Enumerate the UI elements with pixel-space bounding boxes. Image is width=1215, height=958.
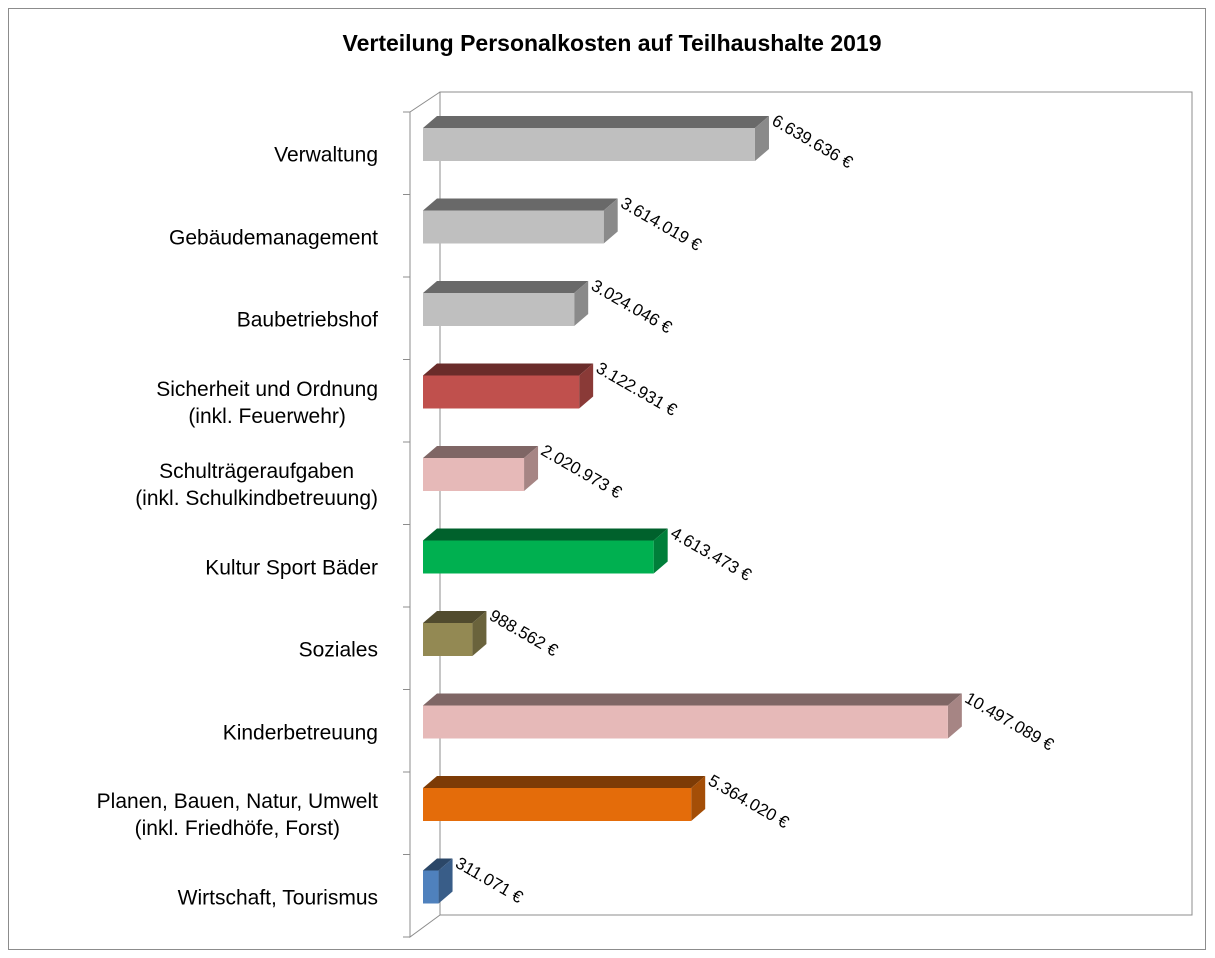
value-label: 3.614.019 €	[617, 193, 705, 255]
bar-side	[691, 776, 706, 821]
bar-side	[472, 611, 487, 656]
category-label: Planen, Bauen, Natur, Umwelt (inkl. Frie…	[96, 790, 378, 841]
category-label: Kinderbetreuung	[222, 721, 378, 745]
bar-top	[423, 611, 487, 623]
chart-border	[8, 8, 1206, 950]
bar-side	[438, 858, 453, 904]
chart-title: Verteilung Personalkosten auf Teilhausha…	[343, 30, 882, 56]
bar	[423, 363, 594, 409]
floor-edge	[1162, 915, 1192, 937]
bar	[423, 116, 769, 161]
value-label: 3.122.931 €	[593, 358, 681, 420]
bar-side	[754, 116, 769, 161]
category-label: Soziales	[298, 638, 378, 662]
bar-front	[423, 705, 948, 739]
category-label: Sicherheit und Ordnung (inkl. Feuerwehr)	[156, 377, 378, 428]
bar-side	[579, 363, 594, 409]
value-label: 6.639.636 €	[769, 111, 857, 173]
value-label: 4.613.473 €	[667, 523, 755, 585]
value-label: 988.562 €	[486, 606, 561, 661]
bar	[423, 281, 589, 326]
bar-top	[423, 281, 589, 293]
bar-front	[423, 788, 692, 821]
category-label: Schulträgeraufgaben (inkl. Schulkindbetr…	[135, 460, 378, 511]
category-label: Kultur Sport Bäder	[205, 556, 378, 580]
bar-side	[524, 446, 539, 491]
value-label: 10.497.089 €	[962, 688, 1058, 754]
bar-front	[423, 458, 525, 491]
bar-top	[423, 528, 668, 541]
bar	[423, 198, 618, 244]
category-label: Gebäudemanagement	[169, 226, 378, 250]
bar-top	[423, 776, 706, 788]
bar-side	[653, 528, 668, 574]
bar	[423, 776, 706, 821]
bar	[423, 528, 668, 574]
value-label: 2.020.973 €	[538, 441, 626, 503]
bar	[423, 858, 453, 904]
bar-top	[423, 693, 962, 706]
bar	[423, 693, 962, 739]
bar-side	[603, 198, 618, 244]
bar	[423, 446, 539, 491]
category-label: Wirtschaft, Tourismus	[177, 886, 378, 910]
bar-front	[423, 375, 580, 409]
bar-top	[423, 363, 594, 376]
bar-top	[423, 116, 769, 128]
back-wall	[439, 91, 1193, 916]
bar-top	[423, 858, 453, 871]
bar-side	[574, 281, 589, 326]
bar-top	[423, 198, 618, 211]
value-label: 311.071 €	[452, 853, 526, 907]
bar-front	[423, 293, 575, 326]
category-label: Verwaltung	[274, 143, 378, 167]
bar-side	[947, 693, 962, 739]
bar-front	[423, 540, 654, 574]
bar-front	[423, 128, 755, 161]
value-label: 3.024.046 €	[588, 276, 676, 338]
value-label: 5.364.020 €	[705, 771, 793, 833]
bar	[423, 611, 487, 656]
bar-top	[423, 446, 539, 458]
bar-front	[423, 623, 473, 656]
category-label: Baubetriebshof	[236, 308, 378, 332]
bar-front	[423, 210, 604, 244]
bar-front	[423, 870, 439, 904]
